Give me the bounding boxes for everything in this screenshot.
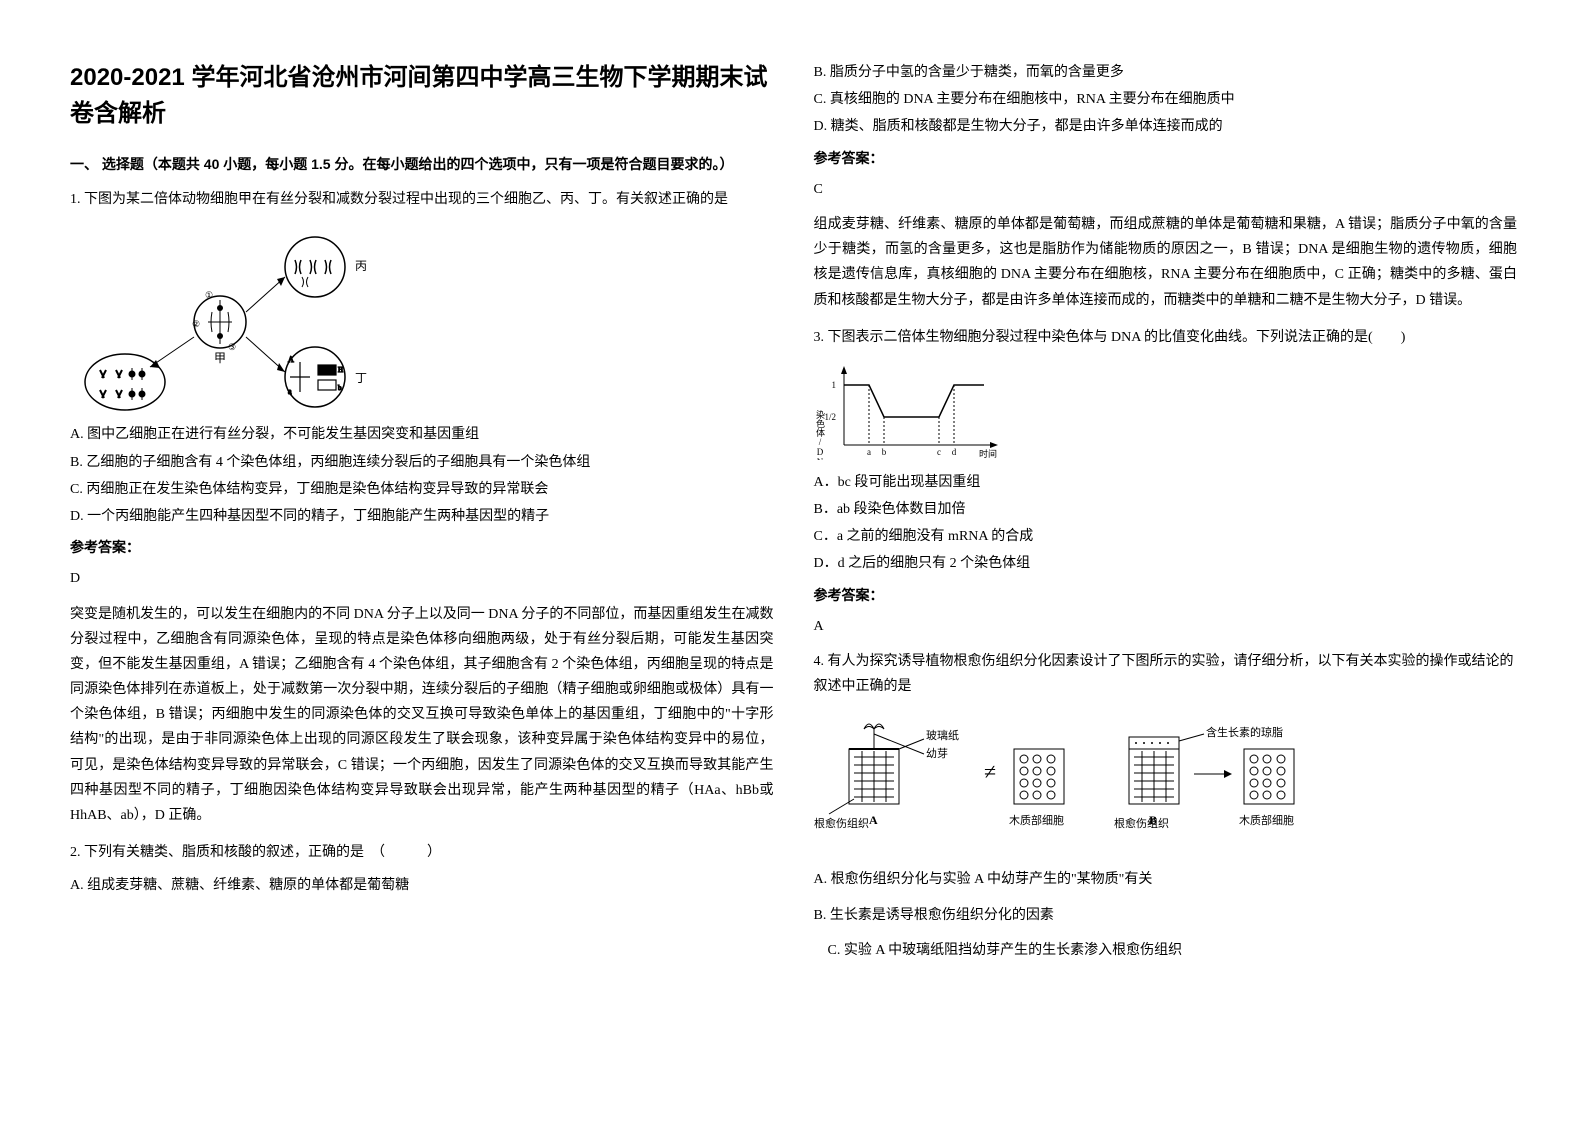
svg-text:A: A [869, 813, 878, 827]
svg-text:A: A [288, 355, 294, 364]
q3-answer: A [814, 614, 1518, 639]
q1-option-b: B. 乙细胞的子细胞含有 4 个染色体组，丙细胞连续分裂后的子细胞具有一个染色体… [70, 450, 774, 475]
q4-stem: 4. 有人为探究诱导植物根愈伤组织分化因素设计了下图所示的实验，请仔细分析，以下… [814, 649, 1518, 699]
q2-answer-label: 参考答案： [814, 146, 1518, 171]
svg-text:丙: 丙 [355, 259, 367, 273]
svg-text:木质部细胞: 木质部细胞 [1009, 813, 1064, 827]
svg-text:a: a [867, 447, 871, 457]
svg-text:木质部细胞: 木质部细胞 [1239, 813, 1294, 827]
q1-option-a: A. 图中乙细胞正在进行有丝分裂，不可能发生基因突变和基因重组 [70, 422, 774, 447]
q3-option-c: C．a 之前的细胞没有 mRNA 的合成 [814, 524, 1518, 549]
svg-text:≠: ≠ [984, 759, 996, 784]
svg-text:①: ① [205, 290, 213, 300]
q1-explanation: 突变是随机发生的，可以发生在细胞内的不同 DNA 分子上以及同一 DNA 分子的… [70, 602, 774, 829]
q4-option-c: C. 实验 A 中玻璃纸阻挡幼芽产生的生长素渗入根愈伤组织 [814, 938, 1518, 963]
svg-text:1/2: 1/2 [824, 412, 836, 422]
q1-answer: D [70, 566, 774, 591]
q4-option-a: A. 根愈伤组织分化与实验 A 中幼芽产生的"某物质"有关 [814, 867, 1518, 892]
q2-option-a: A. 组成麦芽糖、蔗糖、纤维素、糖原的单体都是葡萄糖 [70, 873, 774, 898]
q2-option-b: B. 脂质分子中氢的含量少于糖类，而氧的含量更多 [814, 60, 1518, 85]
svg-text:a: a [288, 387, 292, 396]
svg-text:1: 1 [831, 380, 836, 390]
q3-option-a: A．bc 段可能出现基因重组 [814, 470, 1518, 495]
exam-title: 2020-2021 学年河北省沧州市河间第四中学高三生物下学期期末试卷含解析 [70, 60, 774, 132]
svg-text:②: ② [192, 319, 200, 329]
svg-text:c: c [937, 447, 941, 457]
q2-explanation: 组成麦芽糖、纤维素、糖原的单体都是葡萄糖，而组成蔗糖的单体是葡萄糖和果糖，A 错… [814, 212, 1518, 313]
svg-text:时间: 时间 [979, 448, 997, 459]
svg-text:根愈伤组织: 根愈伤组织 [1114, 816, 1169, 830]
left-column: 2020-2021 学年河北省沧州市河间第四中学高三生物下学期期末试卷含解析 一… [50, 60, 794, 1062]
q3-stem: 3. 下图表示二倍体生物细胞分裂过程中染色体与 DNA 的比值变化曲线。下列说法… [814, 325, 1518, 350]
q3-option-d: D．d 之后的细胞只有 2 个染色体组 [814, 551, 1518, 576]
q3-option-b: B．ab 段染色体数目加倍 [814, 497, 1518, 522]
q1-answer-label: 参考答案： [70, 535, 774, 560]
q3-chart: 染色体/DNA的比值 1 1/2 a b c d 时间 [814, 360, 1518, 460]
q4-option-b: B. 生长素是诱导根愈伤组织分化的因素 [814, 903, 1518, 928]
q1-stem: 1. 下图为某二倍体动物细胞甲在有丝分裂和减数分裂过程中出现的三个细胞乙、丙、丁… [70, 187, 774, 212]
svg-text:幼芽: 幼芽 [926, 746, 948, 760]
svg-text:B: B [1149, 813, 1157, 827]
q1-option-d: D. 一个丙细胞能产生四种基因型不同的精子，丁细胞能产生两种基因型的精子 [70, 504, 774, 529]
section-1-header: 一、 选择题（本题共 40 小题，每小题 1.5 分。在每小题给出的四个选项中，… [70, 152, 774, 177]
q1-option-c: C. 丙细胞正在发生染色体结构变异，丁细胞是染色体结构变异导致的异常联会 [70, 477, 774, 502]
svg-text:b: b [881, 447, 886, 457]
svg-text:丁: 丁 [355, 371, 367, 385]
svg-text:d: d [951, 447, 956, 457]
q2-answer: C [814, 177, 1518, 202]
q3-answer-label: 参考答案： [814, 583, 1518, 608]
svg-text:乙: 乙 [119, 411, 131, 412]
q2-stem: 2. 下列有关糖类、脂质和核酸的叙述，正确的是 （ ） [70, 840, 774, 865]
svg-text:玻璃纸: 玻璃纸 [926, 728, 959, 742]
svg-text:③: ③ [228, 342, 236, 352]
svg-text:根愈伤组织: 根愈伤组织 [814, 816, 869, 830]
right-column: B. 脂质分子中氢的含量少于糖类，而氧的含量更多 C. 真核细胞的 DNA 主要… [794, 60, 1538, 1062]
q1-figure: 甲 ① ③ ② 乙 [70, 222, 774, 412]
q2-option-c: C. 真核细胞的 DNA 主要分布在细胞核中，RNA 主要分布在细胞质中 [814, 87, 1518, 112]
svg-text:甲: 甲 [214, 351, 226, 365]
svg-text:含生长素的琼脂: 含生长素的琼脂 [1206, 725, 1283, 739]
svg-text:H: H [338, 366, 343, 374]
q4-figure: 玻璃纸 幼芽 根愈伤组织 A ≠ [814, 709, 1518, 849]
svg-text:b: b [338, 384, 342, 392]
q2-option-d: D. 糖类、脂质和核酸都是生物大分子，都是由许多单体连接而成的 [814, 114, 1518, 139]
